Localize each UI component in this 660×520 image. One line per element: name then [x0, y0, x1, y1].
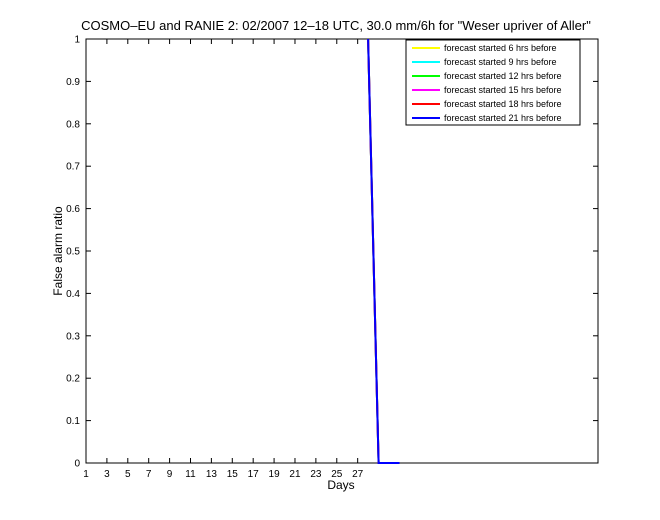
- x-tick-label: 15: [227, 469, 239, 480]
- legend-entry: forecast started 12 hrs before: [444, 71, 562, 81]
- x-tick-label: 5: [125, 469, 131, 480]
- y-tick-label: 0.3: [66, 331, 80, 342]
- x-tick-label: 7: [146, 469, 152, 480]
- y-tick-label: 0.6: [66, 204, 80, 215]
- legend-box: [405, 39, 581, 126]
- x-tick-label: 11: [185, 469, 196, 480]
- x-tick-label: 1: [83, 469, 89, 480]
- x-axis-ticks: 1 3 5 7 9 11 13 15 17 19 21 23 25 27: [83, 39, 364, 480]
- x-tick-label: 3: [104, 469, 110, 480]
- x-tick-label: 21: [289, 469, 301, 480]
- x-tick-label: 9: [167, 469, 173, 480]
- y-tick-label: 0.1: [66, 416, 80, 427]
- legend-entry: forecast started 18 hrs before: [444, 99, 562, 109]
- x-tick-label: 27: [352, 469, 364, 480]
- y-tick-label: 0.2: [66, 374, 80, 385]
- y-tick-label: 0.7: [66, 162, 80, 173]
- y-tick-label: 1: [74, 35, 80, 46]
- y-tick-label: 0.8: [66, 119, 80, 130]
- legend-entry: forecast started 6 hrs before: [444, 43, 557, 53]
- legend-entry: forecast started 15 hrs before: [444, 85, 562, 95]
- y-tick-label: 0.5: [66, 247, 80, 258]
- x-tick-label: 17: [248, 469, 260, 480]
- x-tick-label: 19: [269, 469, 281, 480]
- chart-title: COSMO–EU and RANIE 2: 02/2007 12–18 UTC,…: [81, 18, 591, 33]
- y-axis-ticks: 0 0.1 0.2 0.3 0.4 0.5 0.6 0.7 0.8 0.9 1: [66, 35, 598, 470]
- x-tick-label: 13: [206, 469, 218, 480]
- x-tick-label: 25: [331, 469, 343, 480]
- y-tick-label: 0.4: [66, 289, 80, 300]
- y-tick-label: 0.9: [66, 77, 80, 88]
- legend-entry: forecast started 21 hrs before: [444, 113, 562, 123]
- legend-entry: forecast started 9 hrs before: [444, 57, 557, 67]
- series-layer: [367, 38, 400, 464]
- y-axis-label: False alarm ratio: [51, 206, 65, 296]
- x-axis-label: Days: [327, 478, 354, 492]
- y-tick-label: 0: [74, 459, 80, 470]
- legend: forecast started 6 hrs before forecast st…: [405, 39, 581, 126]
- x-tick-label: 23: [310, 469, 322, 480]
- series-line: [367, 38, 400, 464]
